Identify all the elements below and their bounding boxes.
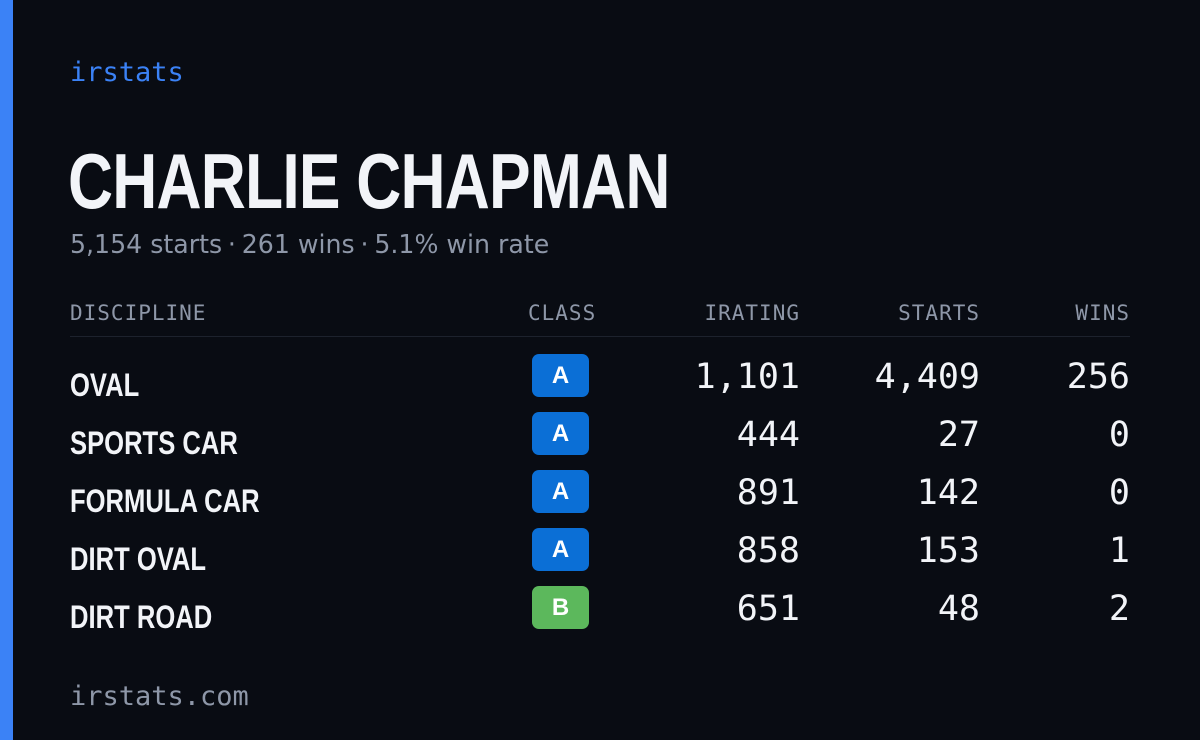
wins-value: 0	[1108, 415, 1130, 455]
irating-value: 651	[736, 589, 800, 629]
table-row: DIRT ROAD B 651 48 2	[70, 583, 1130, 641]
header-starts: STARTS	[898, 301, 980, 325]
discipline-name: OVAL	[70, 367, 140, 403]
wins-value: 1	[1108, 531, 1130, 571]
summary-starts: 5,154 starts	[70, 230, 223, 260]
stats-table: DISCIPLINE CLASS IRATING STARTS WINS OVA…	[70, 296, 1130, 641]
starts-value: 4,409	[874, 357, 980, 397]
discipline-name: DIRT ROAD	[70, 599, 213, 635]
summary-separator: ·	[227, 230, 236, 260]
irating-value: 1,101	[694, 357, 800, 397]
header-wins: WINS	[1075, 301, 1130, 325]
starts-value: 48	[937, 589, 980, 629]
class-badge: A	[532, 354, 589, 397]
irating-value: 891	[736, 473, 800, 513]
table-row: DIRT OVAL A 858 153 1	[70, 525, 1130, 583]
accent-bar	[0, 0, 13, 740]
table-row: SPORTS CAR A 444 27 0	[70, 409, 1130, 467]
summary-wins: 261 wins	[241, 230, 355, 260]
starts-value: 153	[916, 531, 980, 571]
player-name: CHARLIE CHAPMAN	[68, 137, 670, 225]
summary-win-rate: 5.1% win rate	[374, 230, 550, 260]
header-irating: IRATING	[704, 301, 800, 325]
irating-value: 444	[736, 415, 800, 455]
irating-value: 858	[736, 531, 800, 571]
discipline-name: SPORTS CAR	[70, 425, 238, 461]
class-badge: B	[532, 586, 589, 629]
summary-separator: ·	[360, 230, 369, 260]
class-badge: A	[532, 470, 589, 513]
header-class: CLASS	[528, 301, 597, 325]
class-badge: A	[532, 412, 589, 455]
table-row: OVAL A 1,101 4,409 256	[70, 351, 1130, 409]
table-row: FORMULA CAR A 891 142 0	[70, 467, 1130, 525]
wins-value: 256	[1066, 357, 1130, 397]
starts-value: 142	[916, 473, 980, 513]
footer-url: irstats.com	[70, 681, 249, 712]
player-summary: 5,154 starts · 261 wins · 5.1% win rate	[70, 228, 549, 262]
discipline-name: FORMULA CAR	[70, 483, 260, 519]
class-badge: A	[532, 528, 589, 571]
starts-value: 27	[937, 415, 980, 455]
wins-value: 0	[1108, 473, 1130, 513]
wins-value: 2	[1108, 589, 1130, 629]
header-discipline: DISCIPLINE	[70, 301, 207, 325]
table-body: OVAL A 1,101 4,409 256 SPORTS CAR A 444 …	[70, 351, 1130, 641]
table-header: DISCIPLINE CLASS IRATING STARTS WINS	[70, 296, 1130, 337]
brand-logo-text: irstats	[70, 57, 184, 88]
discipline-name: DIRT OVAL	[70, 541, 207, 577]
